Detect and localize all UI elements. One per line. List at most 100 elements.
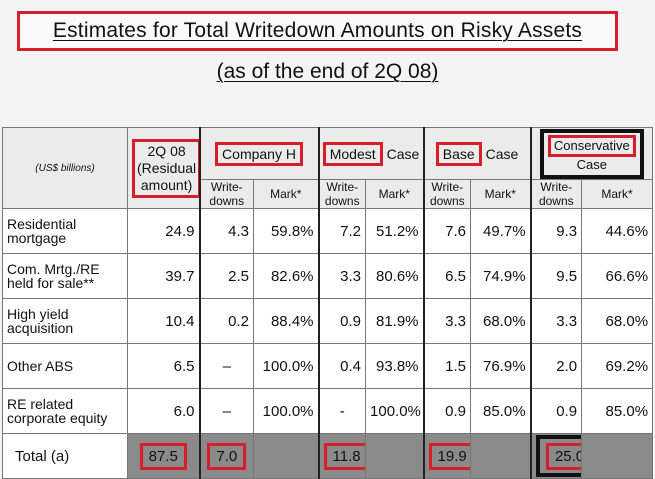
conservative-writedowns-header: Write-downs — [529, 179, 583, 209]
modest-mark: 100.0% — [365, 388, 425, 434]
residual-value: 10.4 — [127, 298, 200, 344]
total-company-h-cell: 7.0 — [198, 433, 254, 479]
conservative-header: Conservative Case — [529, 127, 654, 180]
company-h-label: Company H — [215, 141, 303, 166]
company-h-mark: 100.0% — [252, 343, 320, 389]
company-h-writedown: 2.5 — [198, 253, 254, 299]
page-title: Estimates for Total Writedown Amounts on… — [52, 19, 583, 42]
modest-writedown: 3.3 — [317, 253, 367, 299]
modest-writedown: - — [317, 388, 367, 434]
base-mark: 68.0% — [470, 298, 532, 344]
table-row: Other ABS 6.5 – 100.0% 0.4 93.8% 1.5 76.… — [2, 343, 654, 389]
conservative-writedown: 9.5 — [529, 253, 583, 299]
modest-mark: 80.6% — [365, 253, 425, 299]
modest-header: Modest Case — [317, 127, 425, 180]
units-label: (US$ billions) — [2, 127, 128, 209]
base-writedowns-header: Write-downs — [422, 179, 472, 209]
total-row: Total (a) 87.5 7.0 11.8 19.9 25.0 — [2, 433, 654, 479]
modest-writedown: 0.9 — [317, 298, 367, 344]
modest-mark: 51.2% — [365, 208, 425, 254]
company-h-mark: 59.8% — [252, 208, 320, 254]
company-h-mark: 82.6% — [252, 253, 320, 299]
base-mark-header: Mark* — [470, 179, 532, 209]
base-writedown: 6.5 — [422, 253, 472, 299]
writedown-table: (US$ billions) 2Q 08 (Residual amount) C… — [2, 127, 654, 479]
conservative-writedown: 0.9 — [529, 388, 583, 434]
total-conservative-cell: 25.0 — [529, 433, 583, 479]
conservative-mark: 69.2% — [581, 343, 654, 389]
modest-mark-header: Mark* — [365, 179, 425, 209]
base-mark: 49.7% — [470, 208, 532, 254]
conservative-mark-header: Mark* — [581, 179, 654, 209]
company-h-mark: 88.4% — [252, 298, 320, 344]
residual-header-line3: amount) — [140, 176, 193, 193]
conservative-mark: 68.0% — [581, 298, 654, 344]
table-row: High yield acquisition 10.4 0.2 88.4% 0.… — [2, 298, 654, 344]
conservative-label: Conservative — [547, 134, 636, 157]
base-writedown: 1.5 — [422, 343, 472, 389]
modest-mark: 81.9% — [365, 298, 425, 344]
page-subtitle: (as of the end of 2Q 08) — [216, 60, 439, 83]
total-conservative: 25.0 — [545, 442, 581, 470]
conservative-mark: 85.0% — [581, 388, 654, 434]
table-row: Com. Mrtg./RE held for sale** 39.7 2.5 8… — [2, 253, 654, 299]
base-writedown: 7.6 — [422, 208, 472, 254]
conservative-writedown: 3.3 — [529, 298, 583, 344]
company-h-mark: 100.0% — [252, 388, 320, 434]
base-mark: 74.9% — [470, 253, 532, 299]
company-h-writedown: – — [198, 388, 254, 434]
total-residual-cell: 87.5 — [127, 433, 200, 479]
modest-writedown: 7.2 — [317, 208, 367, 254]
total-modest-mark-cell — [365, 433, 425, 479]
row-label: RE related corporate equity — [2, 388, 128, 434]
table-row: Residential mortgage 24.9 4.3 59.8% 7.2 … — [2, 208, 654, 254]
conservative-mark: 44.6% — [581, 208, 654, 254]
residual-header-line2: (Residual — [137, 159, 197, 176]
conservative-emphasis: Conservative Case — [539, 128, 644, 179]
total-company-h: 7.0 — [207, 442, 247, 470]
title-box: Estimates for Total Writedown Amounts on… — [17, 11, 618, 51]
residual-value: 6.0 — [127, 388, 200, 434]
residual-header: 2Q 08 (Residual amount) — [127, 127, 200, 209]
company-h-writedown: – — [198, 343, 254, 389]
residual-header-line1: 2Q 08 — [147, 142, 186, 159]
row-label: High yield acquisition — [2, 298, 128, 344]
total-base: 19.9 — [428, 442, 470, 470]
total-company-h-mark-cell — [252, 433, 320, 479]
total-conservative-mark-cell — [581, 433, 654, 479]
modest-mark: 93.8% — [365, 343, 425, 389]
base-writedown: 0.9 — [422, 388, 472, 434]
conservative-writedown: 2.0 — [529, 343, 583, 389]
total-residual: 87.5 — [139, 442, 187, 470]
total-conservative-emphasis: 25.0 — [535, 435, 581, 477]
base-header: Base Case — [422, 127, 532, 180]
row-label: Other ABS — [2, 343, 128, 389]
row-label: Residential mortgage — [2, 208, 128, 254]
company-h-header: Company H — [198, 127, 320, 180]
base-mark: 76.9% — [470, 343, 532, 389]
header-row-sub: Write-downs Mark* Write-downs Mark* Writ… — [3, 179, 654, 209]
company-h-mark-header: Mark* — [252, 179, 320, 209]
conservative-mark: 66.6% — [581, 253, 654, 299]
residual-value: 6.5 — [127, 343, 200, 389]
row-label: Com. Mrtg./RE held for sale** — [2, 253, 128, 299]
total-base-cell: 19.9 — [422, 433, 472, 479]
conservative-writedown: 9.3 — [529, 208, 583, 254]
base-case-label: Case — [485, 145, 519, 162]
conservative-case-label: Case — [576, 156, 607, 172]
company-h-writedown: 0.2 — [198, 298, 254, 344]
residual-highlight: 2Q 08 (Residual amount) — [132, 138, 199, 198]
total-label: Total (a) — [2, 433, 128, 479]
base-mark: 85.0% — [470, 388, 532, 434]
table-row: RE related corporate equity 6.0 – 100.0%… — [2, 388, 654, 434]
residual-value: 39.7 — [127, 253, 200, 299]
base-label: Base — [435, 141, 482, 166]
residual-value: 24.9 — [127, 208, 200, 254]
modest-case-label: Case — [386, 145, 420, 162]
company-h-writedown: 4.3 — [198, 208, 254, 254]
modest-writedown: 0.4 — [317, 343, 367, 389]
modest-label: Modest — [322, 141, 383, 166]
company-h-writedowns-header: Write-downs — [198, 179, 254, 209]
modest-writedowns-header: Write-downs — [317, 179, 367, 209]
base-writedown: 3.3 — [422, 298, 472, 344]
